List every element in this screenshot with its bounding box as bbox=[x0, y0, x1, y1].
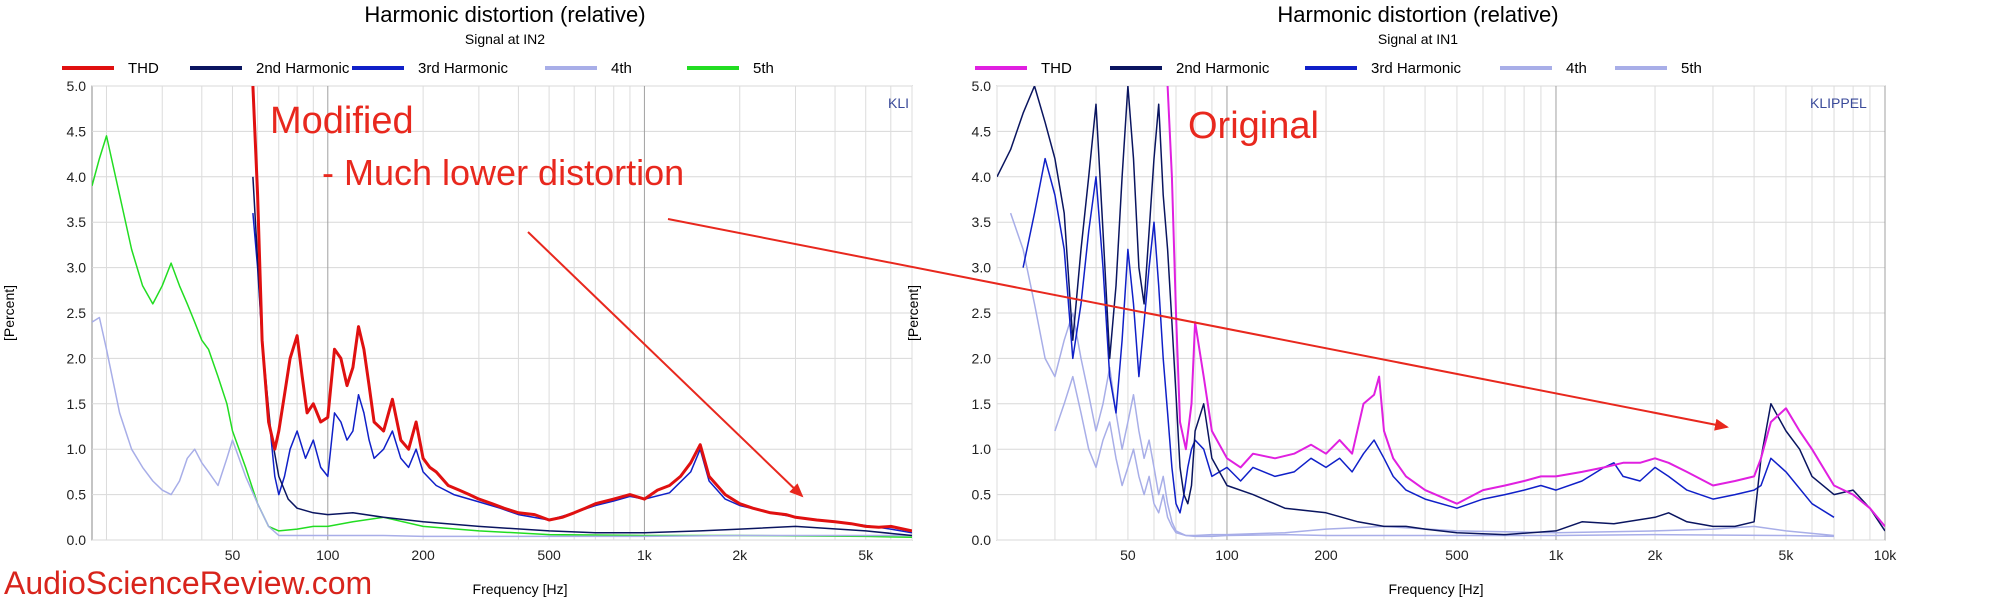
chart-modified: Harmonic distortion (relative) Signal at… bbox=[1, 2, 913, 597]
series-group bbox=[92, 86, 912, 539]
legend-label: 2nd Harmonic bbox=[1176, 60, 1270, 77]
x-tick-labels: 50 100 200 500 1k 2k 5k bbox=[225, 547, 874, 563]
x-tick-label: 1k bbox=[1549, 547, 1565, 563]
y-tick-label: 1.0 bbox=[67, 441, 87, 457]
site-watermark: AudioScienceReview.com bbox=[4, 565, 372, 600]
legend-label: THD bbox=[128, 60, 159, 77]
legend-label: 4th bbox=[1566, 60, 1587, 77]
y-tick-label: 4.5 bbox=[972, 123, 992, 139]
legend-label: 3rd Harmonic bbox=[418, 60, 509, 77]
annotation-arrow bbox=[527, 231, 804, 498]
series-line-2nd-harmonic bbox=[252, 176, 912, 537]
x-tick-label: 1k bbox=[637, 547, 653, 563]
y-tick-label: 3.5 bbox=[972, 214, 992, 230]
x-tick-label: 500 bbox=[1445, 547, 1469, 563]
y-tick-label: 1.0 bbox=[972, 441, 992, 457]
legend-label: THD bbox=[1041, 60, 1072, 77]
legend-label: 5th bbox=[1681, 60, 1702, 77]
y-tick-label: 0.0 bbox=[972, 532, 992, 548]
x-tick-label: 2k bbox=[732, 547, 748, 563]
x-tick-label: 50 bbox=[1120, 547, 1136, 563]
y-tick-label: 0.5 bbox=[972, 487, 992, 503]
chart-subtitle: Signal at IN1 bbox=[1378, 31, 1458, 47]
y-tick-label: 5.0 bbox=[67, 78, 87, 94]
y-tick-label: 5.0 bbox=[972, 78, 992, 94]
klippel-mark: KLIPPEL bbox=[1810, 95, 1867, 111]
y-tick-label: 4.0 bbox=[972, 169, 992, 185]
y-tick-label: 2.0 bbox=[67, 350, 87, 366]
klippel-mark: KLI bbox=[888, 95, 909, 111]
y-tick-label: 1.5 bbox=[972, 396, 992, 412]
series-line-thd bbox=[1166, 86, 1885, 528]
series-line-3rd-harmonic bbox=[1022, 157, 1835, 518]
annotation-original: Original bbox=[1188, 105, 1319, 147]
annotation-modified: Modified bbox=[270, 100, 414, 142]
legend-label: 3rd Harmonic bbox=[1371, 60, 1462, 77]
x-tick-label: 2k bbox=[1648, 547, 1664, 563]
x-tick-label: 5k bbox=[1779, 547, 1795, 563]
annotation-lower-distortion: - Much lower distortion bbox=[322, 152, 684, 193]
x-tick-label: 200 bbox=[411, 547, 435, 563]
y-tick-label: 1.5 bbox=[67, 396, 87, 412]
legend-label: 2nd Harmonic bbox=[256, 60, 350, 77]
series-line-5th bbox=[92, 135, 912, 539]
chart-title: Harmonic distortion (relative) bbox=[1277, 2, 1558, 27]
x-axis-label: Frequency [Hz] bbox=[473, 581, 568, 597]
x-tick-label: 100 bbox=[1215, 547, 1239, 563]
y-tick-label: 2.0 bbox=[972, 350, 992, 366]
y-tick-label: 3.5 bbox=[67, 214, 87, 230]
x-tick-label: 10k bbox=[1874, 547, 1898, 563]
y-tick-label: 3.0 bbox=[972, 260, 992, 276]
y-axis-label: [Percent] bbox=[905, 285, 921, 341]
y-tick-label: 0.5 bbox=[67, 487, 87, 503]
chart-title: Harmonic distortion (relative) bbox=[364, 2, 645, 27]
x-tick-label: 5k bbox=[858, 547, 874, 563]
series-line-2nd-harmonic bbox=[997, 86, 1885, 536]
y-tick-label: 2.5 bbox=[972, 305, 992, 321]
y-tick-label: 2.5 bbox=[67, 305, 87, 321]
legend-label: 4th bbox=[611, 60, 632, 77]
x-tick-label: 100 bbox=[316, 547, 340, 563]
y-tick-labels: 0.0 0.5 1.0 1.5 2.0 2.5 3.0 3.5 4.0 4.5 5.0 bbox=[972, 78, 992, 548]
y-tick-label: 4.0 bbox=[67, 169, 87, 185]
x-tick-label: 50 bbox=[225, 547, 241, 563]
y-tick-label: 4.5 bbox=[67, 123, 87, 139]
legend-label: 5th bbox=[753, 60, 774, 77]
y-axis-label: [Percent] bbox=[1, 285, 17, 341]
series-line-thd bbox=[251, 86, 912, 533]
y-tick-label: 0.0 bbox=[67, 532, 87, 548]
y-tick-labels: 0.0 0.5 1.0 1.5 2.0 2.5 3.0 3.5 4.0 4.5 5.0 bbox=[67, 78, 87, 548]
annotation-arrow bbox=[667, 218, 1729, 431]
chart-original: Harmonic distortion (relative) Signal at… bbox=[905, 2, 1897, 597]
x-tick-label: 500 bbox=[537, 547, 561, 563]
chart-legend: THD 2nd Harmonic 3rd Harmonic 4th 5th bbox=[62, 60, 774, 77]
chart-subtitle: Signal at IN2 bbox=[465, 31, 545, 47]
series-group bbox=[997, 86, 1885, 538]
series-line-4th bbox=[92, 316, 912, 538]
chart-legend: THD 2nd Harmonic 3rd Harmonic 4th 5th bbox=[975, 60, 1702, 77]
x-axis-label: Frequency [Hz] bbox=[1389, 581, 1484, 597]
x-tick-labels: 50 100 200 500 1k 2k 5k 10k bbox=[1120, 547, 1897, 563]
series-line-5th bbox=[1054, 375, 1835, 538]
x-tick-label: 200 bbox=[1314, 547, 1338, 563]
y-tick-label: 3.0 bbox=[67, 260, 87, 276]
